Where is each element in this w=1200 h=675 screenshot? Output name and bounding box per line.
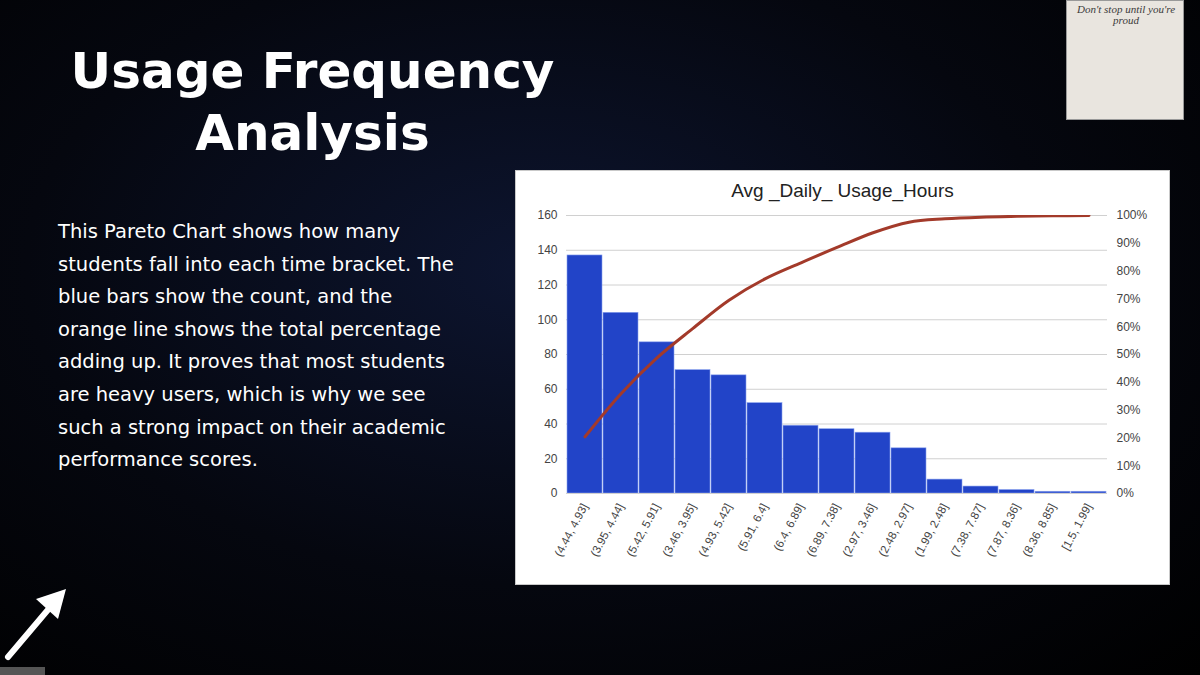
svg-text:(1.99, 2.48]: (1.99, 2.48] [912, 501, 950, 558]
svg-text:20%: 20% [1117, 431, 1141, 445]
svg-text:160: 160 [537, 208, 557, 222]
svg-text:(3.95, 4.44]: (3.95, 4.44] [588, 501, 626, 558]
html-text:Usage Frequency Analysis: Usage Frequency Analysis [70, 42, 555, 162]
svg-text:30%: 30% [1117, 403, 1141, 417]
svg-text:(5.42, 5.91]: (5.42, 5.91] [624, 501, 662, 558]
html-text:Avg _Daily_ Usage_Hours: Avg _Daily_ Usage_Hours [731, 180, 954, 201]
svg-text:80: 80 [544, 347, 558, 361]
svg-text:100: 100 [537, 313, 557, 327]
svg-text:140: 140 [537, 243, 557, 257]
svg-text:80%: 80% [1117, 264, 1141, 278]
svg-text:[1.5, 1.99]: [1.5, 1.99] [1059, 501, 1094, 552]
svg-text:10%: 10% [1117, 459, 1141, 473]
svg-text:70%: 70% [1117, 292, 1141, 306]
svg-text:100%: 100% [1117, 208, 1148, 222]
svg-text:(8.36, 8.85]: (8.36, 8.85] [1020, 501, 1058, 558]
svg-text:40: 40 [544, 417, 558, 431]
svg-text:(4.44, 4.93]: (4.44, 4.93] [552, 501, 590, 558]
html-text:This Pareto Chart shows how ma: This Pareto Chart shows how many student… [58, 220, 454, 472]
svg-text:40%: 40% [1117, 375, 1141, 389]
svg-text:(2.97, 3.46]: (2.97, 3.46] [840, 501, 878, 558]
svg-text:0%: 0% [1117, 486, 1135, 500]
svg-text:120: 120 [537, 278, 557, 292]
svg-text:0: 0 [551, 486, 558, 500]
svg-text:60: 60 [544, 382, 558, 396]
svg-text:(7.38, 7.87]: (7.38, 7.87] [948, 501, 986, 558]
svg-text:50%: 50% [1117, 347, 1141, 361]
svg-text:60%: 60% [1117, 320, 1141, 334]
svg-text:(2.48, 2.97]: (2.48, 2.97] [876, 501, 914, 558]
svg-text:(6.4, 6.89]: (6.4, 6.89] [771, 501, 806, 552]
svg-text:90%: 90% [1117, 236, 1141, 250]
svg-text:(7.87, 8.36]: (7.87, 8.36] [984, 501, 1022, 558]
svg-text:20: 20 [544, 452, 558, 466]
svg-text:(4.93, 5.42]: (4.93, 5.42] [696, 501, 734, 558]
svg-text:(5.91, 6.4]: (5.91, 6.4] [735, 501, 770, 552]
svg-text:(3.46, 3.95]: (3.46, 3.95] [660, 501, 698, 558]
svg-text:(6.89, 7.38]: (6.89, 7.38] [804, 501, 842, 558]
html-text:Don't stop until you're proud: Don't stop until you're proud [1076, 3, 1175, 26]
